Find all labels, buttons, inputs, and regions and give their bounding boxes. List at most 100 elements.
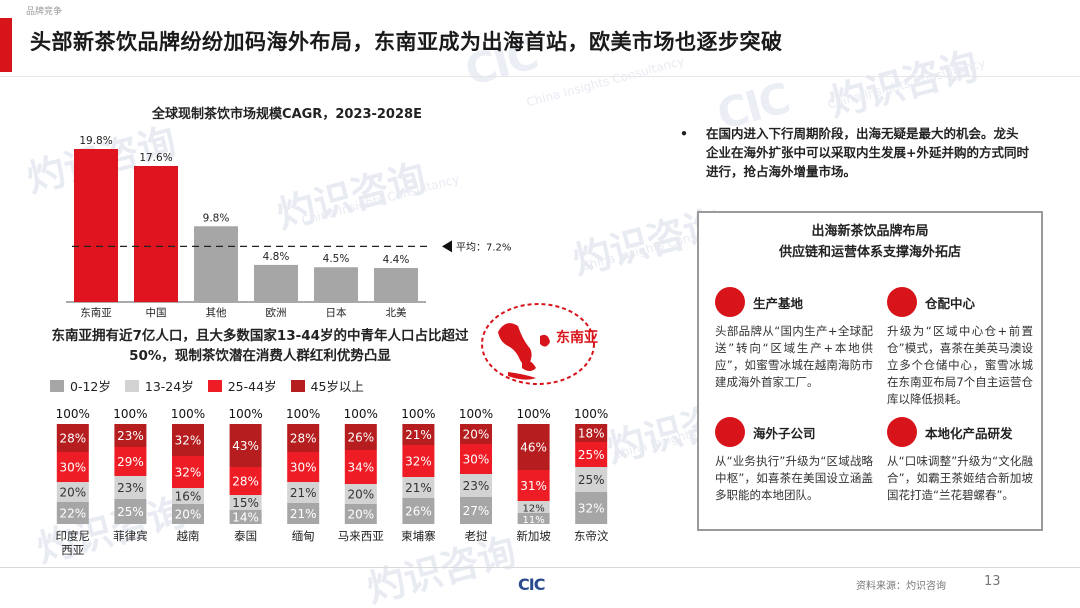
item-localized-rnd: 本地化产品研发 从“口味调整”升级为“文化融合”，如霸王茶姬结合新加坡国花打造“… (887, 417, 1033, 504)
age-segment (402, 498, 435, 524)
age-segment-label: 21% (405, 481, 432, 495)
panel-title-line-2: 供应链和运营体系支撑海外拓店 (778, 245, 961, 260)
cagr-category-label: 北美 (386, 306, 407, 319)
section-label: 品牌竞争 (26, 7, 63, 17)
age-segment (229, 467, 262, 495)
country-label: 越南 (177, 529, 200, 543)
age-segment-label: 31% (520, 479, 547, 493)
cagr-value-label: 4.8% (263, 251, 290, 263)
total-label: 100% (574, 407, 608, 421)
age-segment (172, 488, 204, 504)
age-segment (344, 504, 377, 524)
age-segment (575, 424, 608, 442)
age-segment (460, 444, 492, 474)
cagr-category-label: 日本 (326, 306, 347, 319)
age-segment (229, 495, 262, 510)
age-segment-label: 32% (405, 455, 432, 469)
cagr-bar (74, 149, 118, 302)
insight-text: 在国内进入下行周期阶段，出海无疑是最大的机会。龙头企业在海外扩张中可以采取内生发… (706, 126, 1029, 179)
age-segment (287, 503, 320, 524)
age-segment (575, 492, 608, 524)
country-label-line: 西亚 (61, 543, 84, 557)
age-segment-label: 43% (232, 439, 259, 453)
legend-swatch (290, 379, 305, 392)
age-segment-label: 18% (578, 427, 605, 441)
age-segment-label: 26% (405, 505, 432, 519)
item-production-base: 生产基地 头部品牌从“国内生产+全球配送”转向“区域生产+本地供应”，如蜜雪冰城… (715, 287, 873, 391)
age-segment-label: 29% (117, 455, 144, 469)
page-title: 头部新茶饮品牌纷纷加码海外布局，东南亚成为出海首站，欧美市场也逐步突破 (30, 30, 783, 54)
cagr-bar-chart: 19.8% 东南亚 17.6% 中国 9.8% 其他 4.8% 欧洲 4.5% 日本 4.4% 北美 平… (66, 135, 511, 319)
watermark-text: China Insights Consultancy (525, 53, 686, 110)
age-segment (575, 442, 608, 467)
country-label: 缅甸 (292, 529, 315, 543)
footer-logo: CIC (518, 575, 545, 594)
total-label: 100% (401, 407, 435, 421)
age-segment-label: 20% (347, 488, 374, 502)
age-segment-label: 27% (463, 504, 490, 518)
age-segment (344, 484, 377, 504)
age-segment-label: 23% (463, 479, 490, 493)
cagr-category-label: 欧洲 (266, 307, 287, 319)
country-label: 柬埔寨 (401, 529, 436, 543)
item-text: 从“口味调整”升级为“文化融合”，如霸王茶姬结合新加坡国花打造“兰花碧螺春”。 (887, 454, 1033, 502)
cagr-value-label: 17.6% (139, 152, 172, 164)
title-accent-bar (0, 18, 12, 72)
title-divider (0, 76, 1080, 77)
age-segment (460, 474, 492, 497)
legend-item: 45岁以上 (290, 376, 364, 395)
country-label: 泰国 (234, 529, 257, 543)
country-label: 印度尼西亚 (56, 529, 91, 557)
cagr-chart-title: 全球现制茶饮市场规模CAGR，2023-2028E (152, 107, 422, 122)
legend-label: 25-44岁 (227, 379, 277, 394)
age-segment (56, 424, 89, 452)
age-segment-label: 28% (290, 432, 317, 446)
country-label: 马来西亚 (338, 529, 384, 543)
page-number: 13 (984, 574, 1001, 589)
country-label: 新加坡 (516, 529, 551, 543)
footer-divider (0, 567, 1080, 568)
age-segment-label: 32% (578, 502, 605, 516)
age-segment (56, 502, 89, 524)
cagr-category-label: 中国 (146, 306, 167, 319)
age-segment (575, 467, 608, 492)
legend-swatch (50, 379, 64, 392)
age-segment (460, 424, 492, 444)
age-segment (287, 482, 320, 503)
legend-label: 0-12岁 (70, 379, 111, 394)
item-text: 头部品牌从“国内生产+全球配送”转向“区域生产+本地供应”，如蜜雪冰城在越南海防… (715, 324, 873, 389)
legend-swatch (207, 379, 222, 392)
age-segment-label: 16% (175, 490, 202, 504)
country-label: 东帝汶 (574, 529, 609, 543)
age-segment-label: 23% (117, 429, 144, 443)
cagr-category-label: 其他 (206, 306, 227, 319)
item-title: 本地化产品研发 (925, 425, 1013, 441)
sea-population-headline: 东南亚拥有近7亿人口，且大多数国家13-44岁的中青年人口占比超过50%，现制茶… (51, 328, 469, 364)
office-building-icon (715, 417, 745, 447)
source-note: 资料来源：灼识咨询 (856, 581, 946, 592)
age-segment (460, 497, 492, 524)
age-segment-label: 32% (175, 466, 202, 480)
total-label: 100% (228, 407, 262, 421)
age-segment (287, 452, 320, 482)
age-segment (517, 513, 550, 524)
age-segment-label: 30% (59, 461, 86, 475)
age-segment (172, 504, 204, 524)
total-label: 100% (516, 407, 550, 421)
age-segment-label: 21% (405, 428, 432, 442)
item-text: 升级为“区域中心仓+前置仓”模式，喜茶在美英马澳设立多个仓储中心，蜜雪冰城在东南… (887, 324, 1033, 406)
item-title: 仓配中心 (925, 295, 976, 311)
age-segment-label: 15% (232, 496, 259, 510)
item-title: 海外子公司 (753, 425, 816, 441)
cagr-bar (314, 267, 358, 302)
age-segment-label: 21% (290, 507, 317, 521)
cagr-value-label: 9.8% (203, 212, 230, 224)
panel-title-line-1: 出海新茶饮品牌布局 (811, 224, 929, 239)
age-segment-label: 11% (522, 515, 544, 526)
age-segment (344, 450, 377, 484)
overseas-layout-panel: 出海新茶饮品牌布局 供应链和运营体系支撑海外拓店 生产基地 头部品牌从“国内生产… (697, 211, 1043, 531)
age-segment-label: 34% (347, 461, 374, 475)
age-segment (402, 424, 435, 445)
age-segment-label: 25% (578, 473, 605, 487)
age-segment-label: 32% (175, 434, 202, 448)
